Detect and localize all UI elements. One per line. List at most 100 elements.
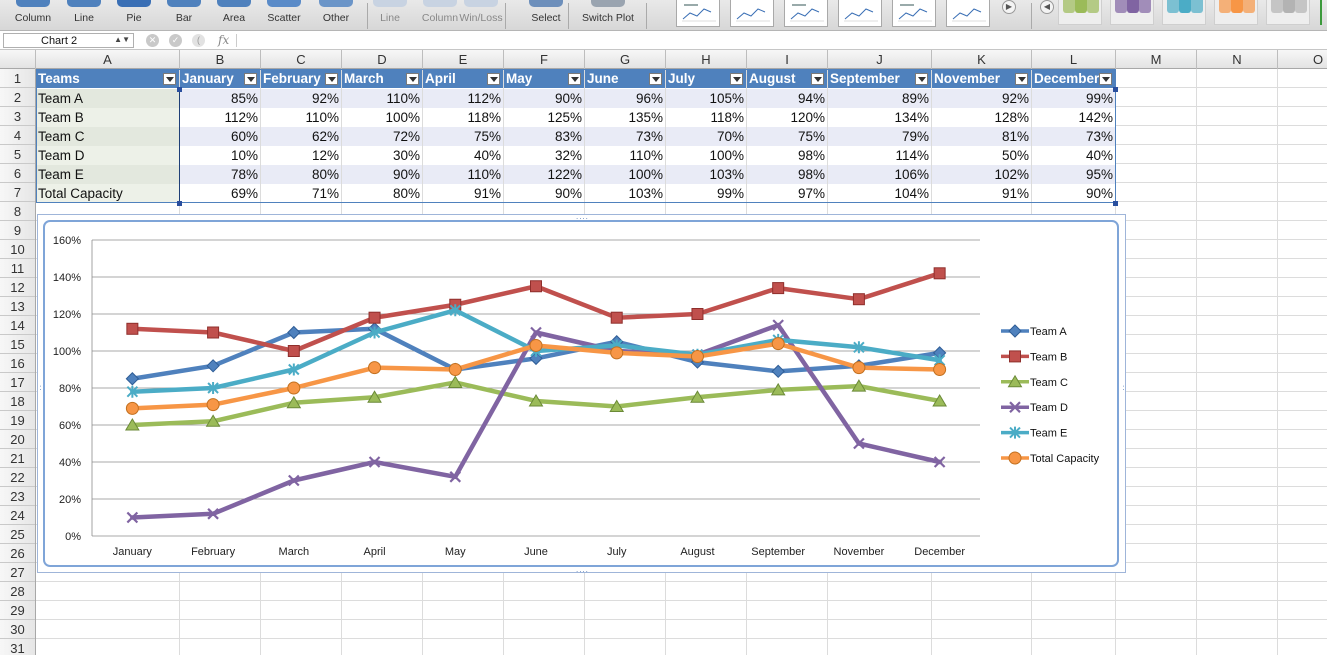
value-cell[interactable]: 40% [423, 146, 503, 165]
row-header-18[interactable]: 18 [0, 392, 35, 411]
value-cell[interactable]: 99% [666, 184, 746, 203]
value-cell[interactable]: 94% [747, 89, 827, 108]
chart-style-swatch[interactable] [1058, 0, 1102, 25]
value-cell[interactable]: 75% [423, 127, 503, 146]
column-header-n[interactable]: N [1197, 50, 1278, 69]
value-cell[interactable]: 110% [585, 146, 665, 165]
value-cell[interactable]: 90% [504, 184, 584, 203]
team-name-cell[interactable]: Team D [36, 146, 179, 165]
quick-layout-thumb[interactable] [892, 0, 936, 27]
selection-handle[interactable] [1113, 87, 1118, 92]
filter-dropdown-icon[interactable] [811, 73, 824, 85]
ribbon-sparkline-line-button[interactable]: Line [360, 0, 420, 30]
value-cell[interactable]: 103% [585, 184, 665, 203]
data-point[interactable] [368, 361, 382, 375]
data-point[interactable] [124, 418, 140, 431]
value-cell[interactable]: 99% [1032, 89, 1115, 108]
value-cell[interactable]: 92% [261, 89, 341, 108]
data-point[interactable] [287, 345, 300, 357]
legend-entry[interactable]: Team A [1001, 324, 1067, 338]
column-header-o[interactable]: O [1278, 50, 1327, 69]
ribbon-other-chart-button[interactable]: Other [306, 0, 366, 30]
value-cell[interactable]: 60% [180, 127, 260, 146]
row-header-12[interactable]: 12 [0, 278, 35, 297]
row-header-22[interactable]: 22 [0, 468, 35, 487]
series-team-d[interactable] [126, 319, 946, 524]
data-point[interactable] [852, 293, 865, 306]
data-point[interactable] [125, 372, 140, 386]
value-cell[interactable]: 80% [261, 165, 341, 184]
data-point[interactable] [287, 381, 301, 395]
value-cell[interactable]: 128% [932, 108, 1031, 127]
ribbon-line-chart-button[interactable]: Line [54, 0, 114, 30]
row-header-31[interactable]: 31 [0, 639, 35, 655]
value-cell[interactable]: 118% [666, 108, 746, 127]
data-point[interactable] [530, 326, 542, 339]
filter-dropdown-icon[interactable] [244, 73, 257, 85]
value-cell[interactable]: 97% [747, 184, 827, 203]
value-cell[interactable]: 98% [747, 146, 827, 165]
value-cell[interactable]: 30% [342, 146, 422, 165]
row-header-3[interactable]: 3 [0, 107, 35, 126]
value-cell[interactable]: 92% [932, 89, 1031, 108]
value-cell[interactable]: 72% [342, 127, 422, 146]
filter-dropdown-icon[interactable] [406, 73, 419, 85]
row-header-5[interactable]: 5 [0, 145, 35, 164]
name-box[interactable]: Chart 2 ▲▼ [3, 33, 134, 48]
row-header-19[interactable]: 19 [0, 411, 35, 430]
value-cell[interactable]: 102% [932, 165, 1031, 184]
value-cell[interactable]: 78% [180, 165, 260, 184]
column-header-j[interactable]: J [828, 50, 932, 69]
row-header-29[interactable]: 29 [0, 601, 35, 620]
legend-entry[interactable]: Team C [1001, 374, 1068, 389]
data-point[interactable] [771, 364, 785, 379]
value-cell[interactable]: 90% [504, 89, 584, 108]
data-point[interactable] [205, 414, 221, 427]
data-point[interactable] [772, 319, 784, 331]
value-cell[interactable]: 112% [423, 89, 503, 108]
row-header-28[interactable]: 28 [0, 582, 35, 601]
value-cell[interactable]: 142% [1032, 108, 1115, 127]
chart-resize-handle-bottom[interactable]: .... [576, 565, 589, 574]
value-cell[interactable]: 100% [666, 146, 746, 165]
data-point[interactable] [206, 359, 220, 373]
data-point[interactable] [288, 363, 300, 376]
row-header-13[interactable]: 13 [0, 297, 35, 316]
value-cell[interactable]: 70% [666, 127, 746, 146]
value-cell[interactable]: 110% [261, 108, 341, 127]
data-point[interactable] [772, 282, 785, 295]
data-point[interactable] [528, 393, 544, 407]
data-point[interactable] [933, 456, 946, 468]
value-cell[interactable]: 120% [747, 108, 827, 127]
value-cell[interactable]: 118% [423, 108, 503, 127]
ribbon-pie-chart-button[interactable]: Pie [104, 0, 164, 30]
data-point[interactable] [691, 308, 704, 320]
column-header-i[interactable]: I [747, 50, 828, 69]
selection-handle[interactable] [177, 201, 182, 206]
data-point[interactable] [610, 346, 624, 360]
value-cell[interactable]: 95% [1032, 165, 1115, 184]
column-header-h[interactable]: H [666, 50, 747, 69]
value-cell[interactable]: 134% [828, 108, 931, 127]
team-name-cell[interactable]: Team B [36, 108, 179, 127]
chart-resize-handle-right[interactable]: .. [1121, 385, 1130, 392]
quick-layout-thumb[interactable] [730, 0, 774, 27]
data-point[interactable] [852, 361, 866, 375]
value-cell[interactable]: 62% [261, 127, 341, 146]
data-point[interactable] [853, 437, 865, 450]
data-point[interactable] [851, 379, 867, 392]
value-cell[interactable]: 90% [1032, 184, 1115, 203]
data-point[interactable] [206, 398, 220, 412]
data-point[interactable] [449, 471, 462, 483]
team-name-cell[interactable]: Team E [36, 165, 179, 184]
ribbon-sparkline-column-button[interactable]: Column [410, 0, 470, 30]
column-header-d[interactable]: D [342, 50, 423, 69]
data-point[interactable] [287, 325, 301, 340]
value-cell[interactable]: 73% [585, 127, 665, 146]
row-header-21[interactable]: 21 [0, 449, 35, 468]
row-header-27[interactable]: 27 [0, 563, 35, 582]
quick-layout-thumb[interactable] [838, 0, 882, 27]
value-cell[interactable]: 50% [932, 146, 1031, 165]
row-header-26[interactable]: 26 [0, 544, 35, 563]
value-cell[interactable]: 106% [828, 165, 931, 184]
